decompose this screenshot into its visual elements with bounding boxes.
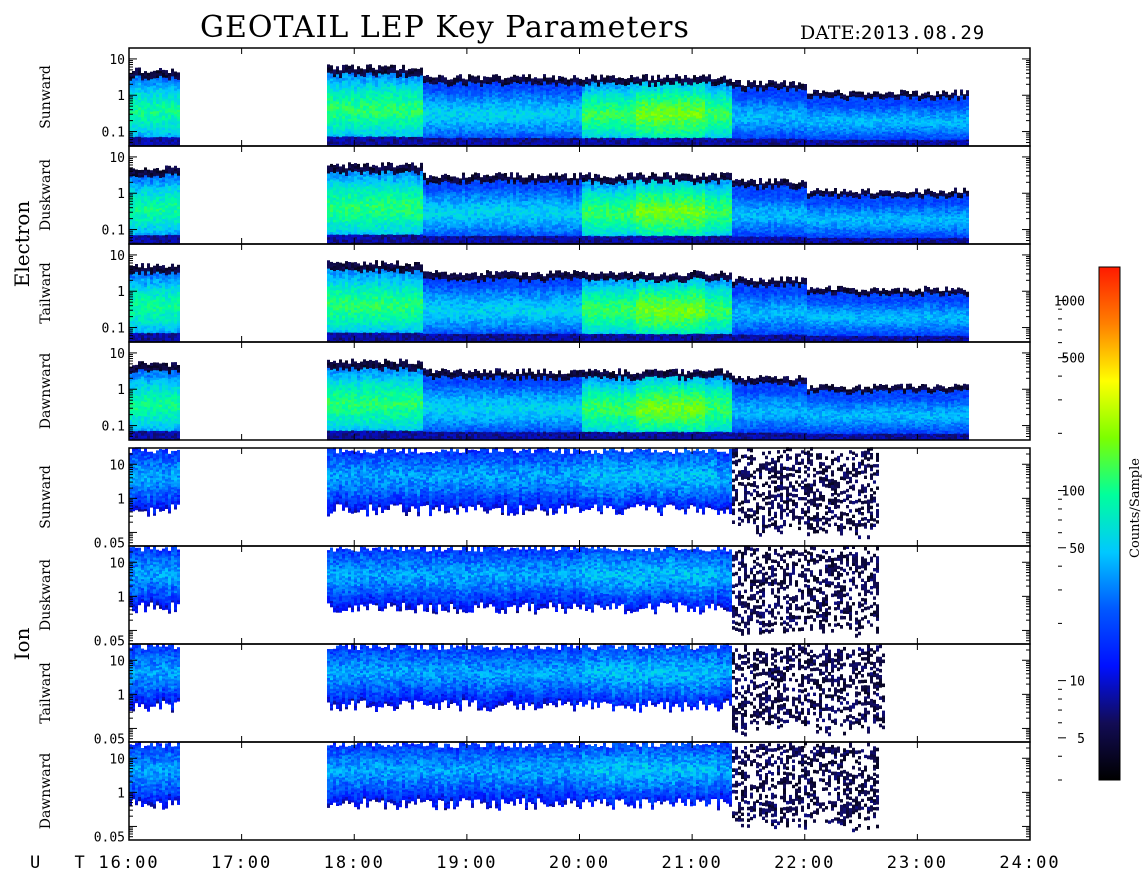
- axis-labels: Electron Ion U T 16:00 17:00 18:00 19:00 20:00 2…: [10, 201, 1060, 873]
- electron-panel-sunward: 10 1 0.1 Sunward: [38, 47, 1031, 147]
- date-readout: DATE:2013.08.29: [800, 22, 985, 44]
- direction-label: Duskward: [38, 159, 54, 231]
- y-tick-label: 1: [117, 187, 125, 202]
- x-tick-label: 23:00: [887, 853, 948, 873]
- y-tick-label: 10: [109, 249, 125, 264]
- colorbar: 1000 500 100 50 10 5 Counts/Sample: [1054, 266, 1142, 781]
- x-tick-label: 24:00: [999, 853, 1060, 873]
- colorbar-tick-label: 50: [1069, 542, 1085, 557]
- electron-panel-dawnward: 10 1 0.1 Dawnward: [38, 341, 1031, 441]
- x-tick-label: 17:00: [211, 853, 272, 873]
- ion-panel-dawnward: 10 1 0.05 Dawnward: [38, 741, 1031, 846]
- y-tick-label: 10: [109, 53, 125, 68]
- electron-heatmap-tailward: [129, 260, 969, 343]
- y-tick-label: 0.1: [102, 420, 125, 435]
- y-tick-label: 1: [117, 688, 125, 703]
- ion-heatmap-tailward: [129, 643, 885, 737]
- direction-label: Dawnward: [38, 753, 54, 830]
- x-tick-label: 21:00: [662, 853, 723, 873]
- y-tick-label: 1: [117, 383, 125, 398]
- electron-heatmap-duskward: [129, 162, 969, 245]
- y-tick-label: 0.05: [94, 537, 125, 552]
- colorbar-tick-label: 1000: [1054, 294, 1085, 309]
- y-tick-label: 0.1: [102, 126, 125, 141]
- y-tick-label: 10: [109, 347, 125, 362]
- y-tick-label: 10: [109, 458, 125, 473]
- y-tick-label: 0.05: [94, 635, 125, 650]
- direction-label: Sunward: [38, 465, 54, 529]
- ion-heatmap-duskward: [129, 545, 879, 638]
- y-tick-label: 1: [117, 285, 125, 300]
- ion-heatmap-dawnward: [129, 741, 879, 833]
- colorbar-label: Counts/Sample: [1128, 458, 1142, 558]
- date-value: 2013.08.29: [861, 22, 985, 44]
- electron-heatmap-sunward: [129, 64, 969, 147]
- y-tick-label: 0.1: [102, 322, 125, 337]
- ion-heatmap-sunward: [129, 447, 879, 540]
- y-tick-label: 0.1: [102, 224, 125, 239]
- direction-label: Tailward: [38, 662, 54, 724]
- colorbar-tick-label: 10: [1069, 675, 1085, 690]
- x-tick-label: 20:00: [549, 853, 610, 873]
- x-tick-label: 19:00: [436, 853, 497, 873]
- group-label-ion: Ion: [10, 627, 34, 660]
- x-tick-label: 16:00: [98, 853, 159, 873]
- y-tick-label: 1: [117, 786, 125, 801]
- y-tick-label: 1: [117, 89, 125, 104]
- y-tick-label: 10: [109, 151, 125, 166]
- chart-title: GEOTAIL LEP Key Parameters: [200, 10, 690, 45]
- x-axis-label: U T: [30, 853, 97, 873]
- panel-frames: 10 1 0.1 Sunward 10 1 0.1 Duskward 10 1 0.1 Tailwar…: [38, 47, 1031, 846]
- colorbar-tick-label: 500: [1062, 352, 1085, 367]
- colorbar-tick-label: 100: [1062, 485, 1085, 500]
- direction-label: Duskward: [38, 559, 54, 631]
- direction-label: Tailward: [38, 262, 54, 324]
- direction-label: Sunward: [38, 65, 54, 129]
- x-tick-label: 18:00: [324, 853, 385, 873]
- ion-panel-sunward: 10 1 0.05 Sunward: [38, 447, 1031, 552]
- y-tick-label: 10: [109, 556, 125, 571]
- y-tick-label: 10: [109, 752, 125, 767]
- y-tick-label: 0.05: [94, 831, 125, 846]
- colorbar-tick-label: 5: [1077, 732, 1085, 747]
- electron-heatmap-dawnward: [129, 358, 969, 441]
- y-tick-label: 1: [117, 492, 125, 507]
- ion-panel-tailward: 10 1 0.05 Tailward: [38, 643, 1031, 748]
- y-tick-label: 1: [117, 590, 125, 605]
- heatmap-layer: [129, 64, 969, 833]
- colorbar-gradient: [1098, 266, 1121, 781]
- x-tick-label: 22:00: [774, 853, 835, 873]
- y-tick-label: 10: [109, 654, 125, 669]
- date-label: DATE:: [800, 22, 861, 44]
- direction-label: Dawnward: [38, 353, 54, 430]
- electron-panel-duskward: 10 1 0.1 Duskward: [38, 145, 1031, 245]
- y-tick-label: 0.05: [94, 733, 125, 748]
- group-label-electron: Electron: [10, 201, 34, 288]
